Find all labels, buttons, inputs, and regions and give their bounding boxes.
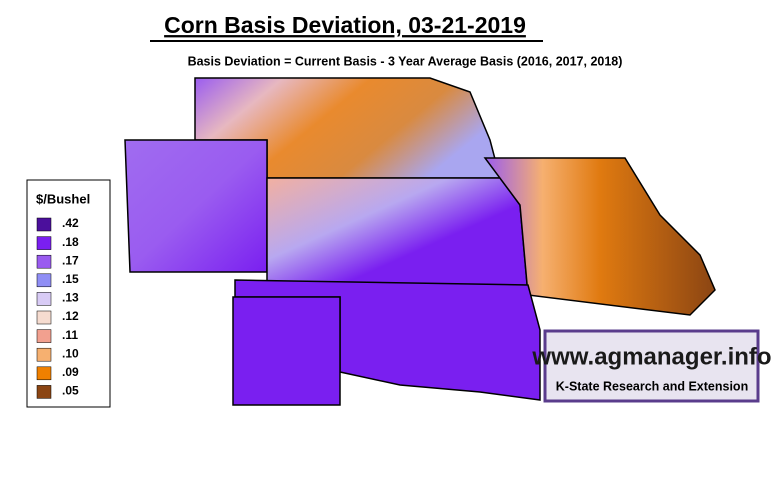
legend-swatch bbox=[36, 329, 52, 343]
legend-swatch bbox=[36, 217, 52, 232]
legend-title: $/Bushel bbox=[36, 191, 90, 206]
title: Corn Basis Deviation, 03-21-2019 bbox=[164, 12, 526, 38]
legend-label: .18 bbox=[62, 235, 79, 249]
legend-label: .05 bbox=[62, 384, 79, 398]
legend-swatch bbox=[36, 366, 52, 381]
logo-org: K-State Research and Extension bbox=[556, 379, 748, 393]
legend-label: .15 bbox=[62, 272, 79, 286]
legend-swatch bbox=[36, 273, 52, 288]
legend-swatch bbox=[36, 292, 52, 306]
legend-label: .42 bbox=[62, 216, 79, 230]
legend-items: .42 .18 .17 .15 .13 .12 .11 .10 .09 .05 bbox=[36, 216, 79, 399]
missouri bbox=[483, 157, 716, 316]
logo-box bbox=[543, 329, 760, 403]
legend-swatch bbox=[36, 254, 52, 269]
subtitle: Basis Deviation = Current Basis - 3 Year… bbox=[188, 54, 623, 68]
legend-label: .11 bbox=[62, 328, 78, 342]
legend-label: .12 bbox=[62, 309, 79, 323]
legend-label: .10 bbox=[62, 346, 79, 360]
legend-swatch bbox=[36, 236, 52, 250]
legend-swatch bbox=[36, 347, 52, 362]
legend-label: .13 bbox=[62, 291, 79, 305]
logo-url: www.agmanager.info bbox=[531, 343, 771, 370]
map bbox=[124, 77, 716, 406]
legend-swatch bbox=[36, 310, 52, 325]
legend-swatch bbox=[36, 385, 52, 399]
legend-label: .17 bbox=[62, 253, 79, 267]
colorado bbox=[124, 139, 268, 273]
texas-panhandle bbox=[232, 296, 341, 406]
kansas bbox=[266, 177, 529, 296]
legend-label: .09 bbox=[62, 365, 79, 379]
